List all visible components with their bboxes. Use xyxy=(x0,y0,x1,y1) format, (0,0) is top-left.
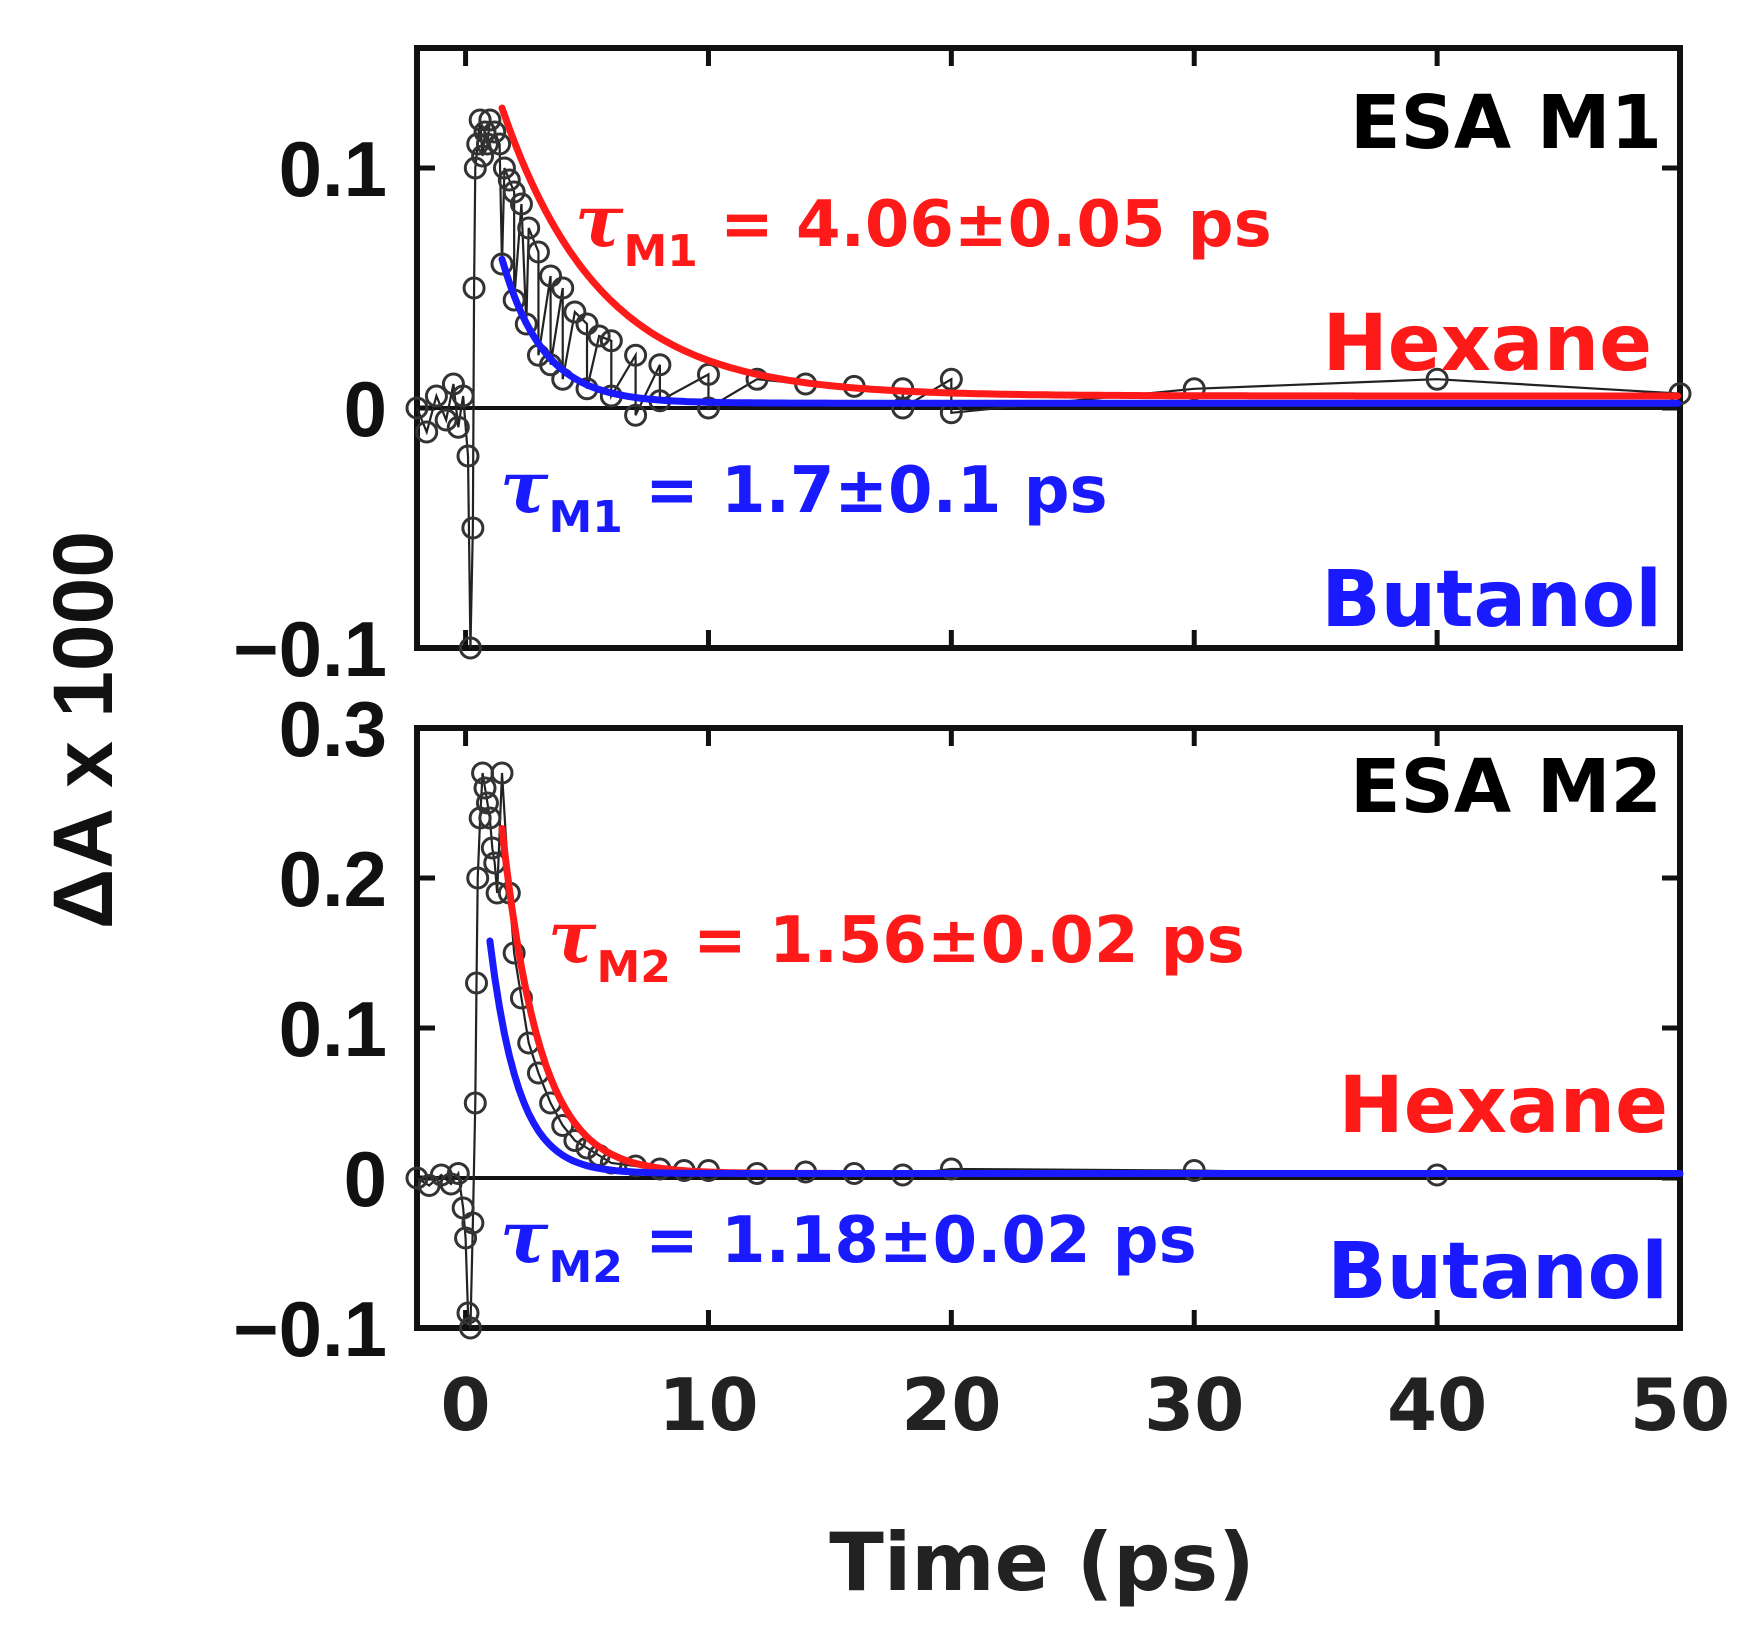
legend-hexane-m2: Hexane xyxy=(1338,1061,1668,1151)
data-point xyxy=(1425,367,1449,391)
data-point xyxy=(456,444,480,468)
legend-butanol-m2: Butanol xyxy=(1327,1227,1668,1317)
data-point xyxy=(466,132,490,156)
xtick-label: 50 xyxy=(1630,1363,1730,1447)
xtick-label: 10 xyxy=(658,1363,758,1447)
data-point xyxy=(624,403,648,427)
data-point xyxy=(475,791,499,815)
data-point xyxy=(405,1166,429,1190)
panel-esa-m2: −0.1 0 0.1 0.2 0.3 ESA M2 τM2 = 1.56±0.02 ps… xyxy=(233,685,1684,1373)
y-axis-label: ΔA x 1000 xyxy=(36,531,130,929)
data-point xyxy=(466,866,490,890)
data-point xyxy=(509,192,533,216)
data-point xyxy=(563,1129,587,1152)
data-point xyxy=(458,1316,482,1340)
xtick-label: 20 xyxy=(901,1363,1001,1447)
data-point xyxy=(648,353,672,377)
data-point xyxy=(483,120,507,144)
data-point xyxy=(497,168,521,192)
data-point xyxy=(446,1162,470,1185)
axes-frame-m1 xyxy=(414,45,1683,651)
data-point xyxy=(939,1157,963,1181)
tau-label-m1-hexane: τM1 = 4.06±0.05 ps xyxy=(575,178,1272,277)
data-point xyxy=(478,108,502,132)
data-point xyxy=(468,108,492,132)
tau-label-m2-butanol: τM2 = 1.18±0.02 ps xyxy=(500,1194,1197,1293)
data-point xyxy=(575,312,599,336)
xtick-label: 30 xyxy=(1144,1363,1244,1447)
data-point xyxy=(891,396,915,420)
data-point xyxy=(462,276,486,300)
tau-label-m1-butanol: τM1 = 1.7±0.1 ps xyxy=(500,444,1108,543)
data-point xyxy=(458,636,482,660)
data-point xyxy=(492,156,516,180)
plot-area-m2: −0.1 0 0.1 0.2 0.3 xyxy=(233,685,1684,1373)
data-point xyxy=(461,516,485,540)
ytick-label-m2: 0 xyxy=(344,1135,387,1223)
ytick-label-m1: −0.1 xyxy=(233,605,387,693)
data-point xyxy=(599,329,623,353)
fit-line-m2-butanol xyxy=(486,937,1684,1177)
ytick-label-m2: 0.3 xyxy=(279,685,387,773)
data-point xyxy=(490,761,514,785)
panel-esa-m1: −0.1 0 0.1 ESA M1 τM1 = 4.06±0.05 ps Hexan… xyxy=(233,45,1692,693)
data-point xyxy=(451,384,475,408)
data-point xyxy=(514,312,538,336)
xtick-label: 0 xyxy=(441,1363,491,1447)
fit-line-m1-hexane xyxy=(498,104,1682,400)
ytick-label-m2: 0.1 xyxy=(279,985,387,1073)
data-point xyxy=(475,132,499,156)
panel-title-m1: ESA M1 xyxy=(1350,80,1662,166)
xtick-label: 40 xyxy=(1387,1363,1487,1447)
tau-label-m2-hexane: τM2 = 1.56±0.02 ps xyxy=(548,894,1245,993)
ytick-label-m2: 0.2 xyxy=(279,835,387,923)
data-point xyxy=(502,180,526,204)
data-point xyxy=(488,132,512,156)
data-point xyxy=(463,1091,487,1115)
ytick-label-m2: −0.1 xyxy=(233,1285,387,1373)
data-point xyxy=(509,986,533,1010)
data-point xyxy=(539,264,563,288)
data-point xyxy=(517,216,541,240)
data-point xyxy=(465,971,489,995)
x-tick-labels: 0 10 20 30 40 50 xyxy=(441,1363,1731,1447)
data-point xyxy=(563,300,587,324)
data-point xyxy=(490,252,514,276)
ytick-label-m1: 0.1 xyxy=(279,125,387,213)
data-point xyxy=(434,408,458,432)
data-point xyxy=(461,1211,485,1235)
data-point xyxy=(456,1301,480,1325)
data-point xyxy=(473,120,497,144)
ytick-label-m1: 0 xyxy=(344,365,387,453)
data-point xyxy=(939,367,963,391)
data-point xyxy=(415,420,439,444)
data-point xyxy=(405,396,429,420)
data-point xyxy=(526,240,550,264)
legend-hexane-m1: Hexane xyxy=(1322,299,1652,389)
panel-title-m2: ESA M2 xyxy=(1350,744,1662,830)
data-point xyxy=(446,415,470,439)
data-point xyxy=(424,384,448,408)
data-point xyxy=(471,144,495,168)
data-point xyxy=(463,156,487,180)
data-point xyxy=(551,276,575,300)
x-axis-label: Time (ps) xyxy=(829,1516,1254,1609)
data-point xyxy=(473,776,497,800)
data-point xyxy=(478,806,502,830)
fit-line-m1-butanol xyxy=(498,255,1682,407)
data-point xyxy=(696,396,720,420)
plot-area-m1: −0.1 0 0.1 xyxy=(233,45,1692,693)
data-point xyxy=(587,324,611,348)
legend-butanol-m1: Butanol xyxy=(1321,555,1662,645)
data-point xyxy=(624,343,648,367)
data-point xyxy=(696,362,720,386)
